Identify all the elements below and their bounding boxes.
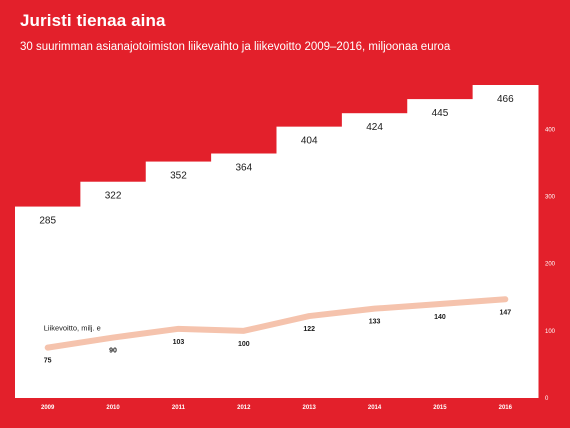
profit-label-2015: 140 xyxy=(434,314,446,321)
y-tick-0: 0 xyxy=(545,396,549,402)
profit-label-2009: 75 xyxy=(44,358,52,365)
x-tick-2012: 2012 xyxy=(237,405,251,411)
x-tick-2011: 2011 xyxy=(172,405,186,411)
revenue-label-2010: 322 xyxy=(105,191,122,202)
revenue-label-2011: 352 xyxy=(170,171,187,182)
profit-label-2010: 90 xyxy=(109,348,117,355)
revenue-bar-2009 xyxy=(15,206,81,398)
x-tick-2010: 2010 xyxy=(106,405,120,411)
chart-title: Juristi tienaa aina xyxy=(20,11,166,30)
profit-label-2016: 147 xyxy=(499,309,511,316)
y-tick-100: 100 xyxy=(545,329,556,335)
revenue-label-2015: 445 xyxy=(432,108,449,119)
revenue-label-2009: 285 xyxy=(39,216,56,227)
y-tick-400: 400 xyxy=(545,127,556,133)
x-tick-2009: 2009 xyxy=(41,405,55,411)
revenue-label-2013: 404 xyxy=(301,136,318,147)
x-tick-2016: 2016 xyxy=(499,405,513,411)
y-axis: 0 100 200 300 400 xyxy=(545,127,556,402)
profit-label-2011: 103 xyxy=(173,339,185,346)
revenue-bar-2014 xyxy=(341,113,408,398)
y-tick-300: 300 xyxy=(545,194,556,200)
revenue-bar-2016 xyxy=(472,85,539,398)
profit-label-2012: 100 xyxy=(238,341,250,348)
revenue-bars: 285 322 352 364 404 424 445 466 xyxy=(15,85,539,399)
revenue-label-2012: 364 xyxy=(235,163,252,174)
revenue-bar-2011 xyxy=(145,161,212,398)
profit-label-2013: 122 xyxy=(303,326,315,333)
x-tick-2013: 2013 xyxy=(303,405,317,411)
profit-layer: 75 90 103 100 122 133 140 147 Liikevoitto, milj.… xyxy=(44,296,511,365)
profit-series-label: Liikevoitto, milj. e xyxy=(44,324,101,333)
chart-subtitle: 30 suurimman asianajotoimiston liikevaih… xyxy=(20,41,451,53)
revenue-bar-2015 xyxy=(407,99,474,398)
profit-label-2014: 133 xyxy=(369,319,381,326)
x-axis: 2009 2010 2011 2012 2013 2014 2015 2016 xyxy=(41,405,513,411)
revenue-bar-2010 xyxy=(80,181,147,398)
y-tick-200: 200 xyxy=(545,262,556,268)
x-tick-2014: 2014 xyxy=(368,405,382,411)
revenue-bar-2012 xyxy=(211,153,277,398)
revenue-label-2014: 424 xyxy=(366,122,383,133)
revenue-bar-2013 xyxy=(276,126,343,399)
revenue-label-2016: 466 xyxy=(497,94,514,105)
profit-line xyxy=(44,296,509,351)
x-tick-2015: 2015 xyxy=(433,405,447,411)
